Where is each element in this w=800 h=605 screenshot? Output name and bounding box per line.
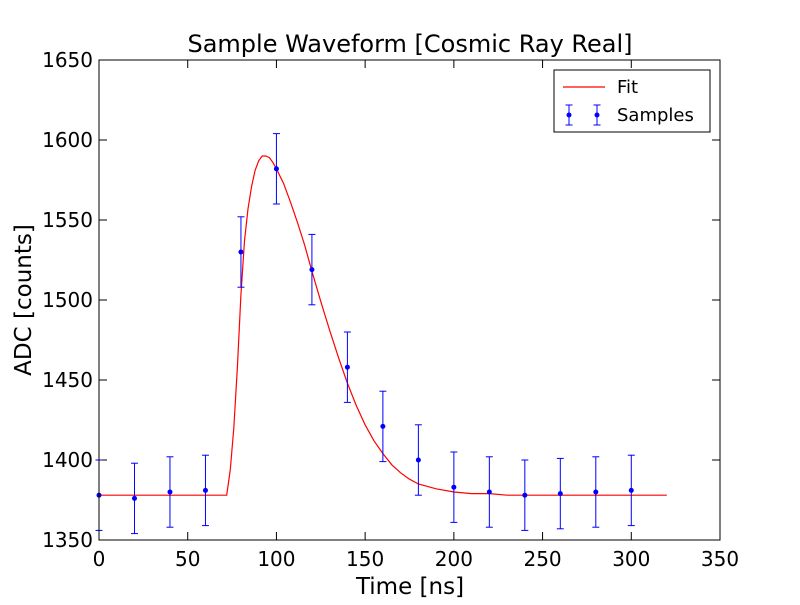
legend-marker xyxy=(566,112,572,118)
y-tick-label: 1400 xyxy=(42,448,93,472)
sample-point xyxy=(556,457,564,530)
sample-point xyxy=(627,454,635,527)
sample-point xyxy=(201,454,209,527)
legend-samples-label: Samples xyxy=(617,105,694,126)
x-tick-label: 150 xyxy=(346,547,384,571)
legend-fit-label: Fit xyxy=(617,77,638,98)
sample-marker xyxy=(628,487,634,493)
sample-marker xyxy=(344,364,350,370)
legend-samples-swatch xyxy=(593,104,601,126)
y-tick-label: 1500 xyxy=(42,288,93,312)
x-tick-label: 50 xyxy=(175,547,200,571)
sample-marker xyxy=(593,489,599,495)
sample-point xyxy=(343,331,351,403)
fit-line xyxy=(99,155,667,496)
y-tick-label: 1550 xyxy=(42,208,93,232)
sample-point xyxy=(592,456,600,528)
sample-marker xyxy=(202,487,208,493)
sample-marker xyxy=(309,267,315,273)
legend: Fit Samples xyxy=(553,69,711,133)
plot-frame xyxy=(98,59,721,541)
sample-marker xyxy=(522,492,528,498)
legend-marker xyxy=(594,112,600,118)
y-axis-label: ADC [counts] xyxy=(11,224,37,376)
x-tick-label: 200 xyxy=(435,547,473,571)
y-tick-label: 1350 xyxy=(42,528,93,552)
legend-samples-swatch xyxy=(565,104,573,126)
sample-point xyxy=(521,459,529,531)
legend-box xyxy=(553,69,711,133)
sample-marker xyxy=(557,491,563,497)
sample-point xyxy=(450,451,458,523)
sample-point xyxy=(237,216,245,288)
sample-point xyxy=(308,233,316,306)
y-tick-label: 1450 xyxy=(42,368,93,392)
sample-marker xyxy=(486,489,492,495)
x-axis-label: Time [ns] xyxy=(355,574,464,600)
sample-marker xyxy=(273,166,279,172)
sample-point xyxy=(414,424,422,496)
plot-data-group xyxy=(95,133,667,535)
sample-point xyxy=(166,456,174,528)
chart-title: Sample Waveform [Cosmic Ray Real] xyxy=(187,30,632,58)
sample-marker xyxy=(167,489,173,495)
y-tick-label: 1600 xyxy=(42,128,93,152)
x-tick-label: 300 xyxy=(612,547,650,571)
axis-ticks-group: 0 50 100 150 200 250 300 350 1350 1400 1450 1500 155… xyxy=(42,48,739,571)
x-tick-label: 250 xyxy=(523,547,561,571)
sample-point xyxy=(485,456,493,528)
x-tick-label: 100 xyxy=(257,547,295,571)
x-tick-label: 0 xyxy=(93,547,106,571)
sample-marker xyxy=(238,249,244,255)
sample-point xyxy=(130,462,138,535)
sample-point xyxy=(379,390,387,463)
sample-marker xyxy=(380,423,386,429)
sample-point xyxy=(272,133,280,205)
sample-marker xyxy=(451,484,457,490)
y-tick-label: 1650 xyxy=(42,48,93,72)
sample-marker xyxy=(415,457,421,463)
sample-marker xyxy=(131,495,137,501)
x-tick-label: 350 xyxy=(701,547,739,571)
